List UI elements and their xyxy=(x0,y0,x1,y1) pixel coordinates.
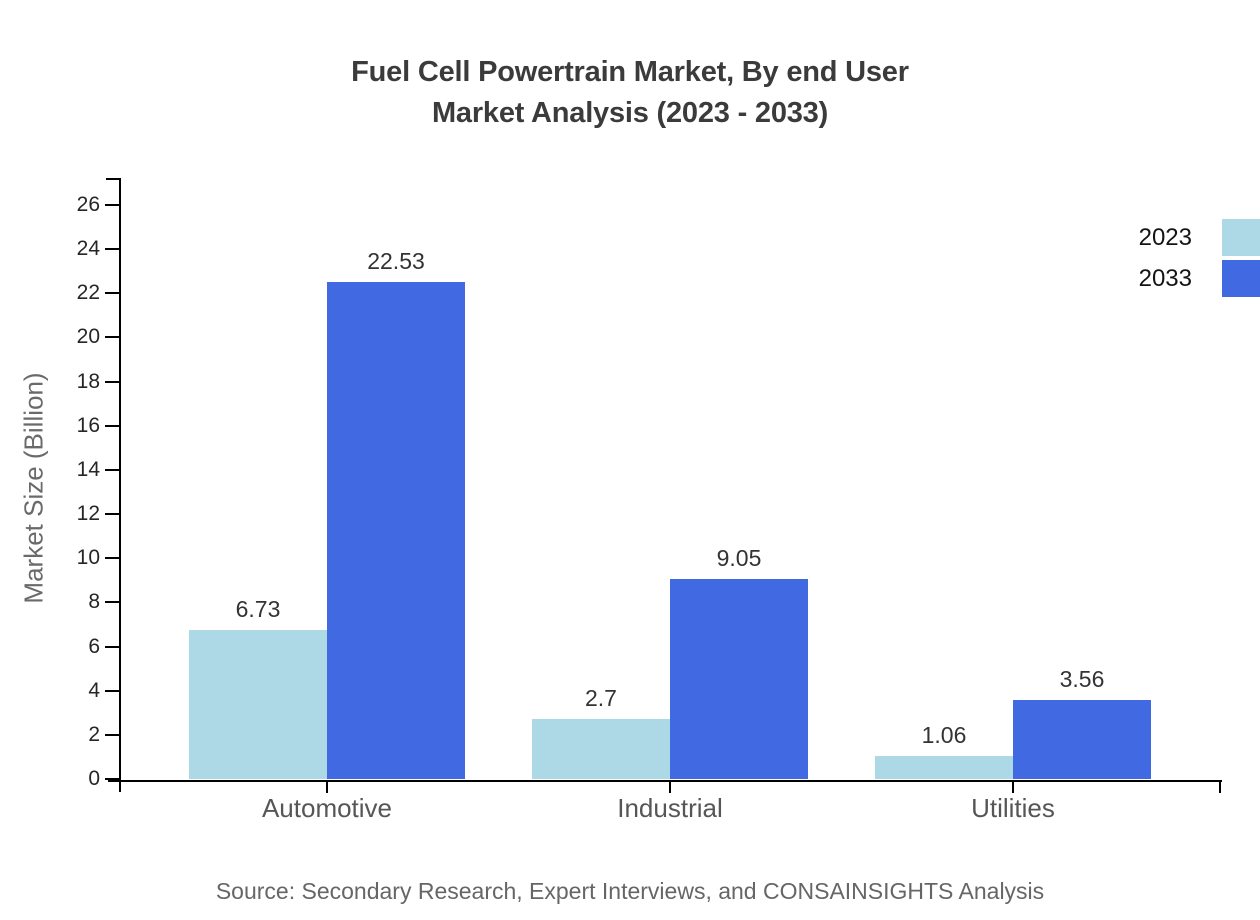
legend-swatch-2023 xyxy=(1222,219,1260,256)
y-tick-label: 26 xyxy=(76,192,100,216)
legend-row-2023: 2023 xyxy=(1139,219,1260,256)
legend-label-2033: 2033 xyxy=(1138,264,1192,292)
y-tick xyxy=(105,336,120,339)
y-tick-label: 14 xyxy=(76,457,100,481)
y-tick xyxy=(105,248,120,251)
bar-2023-automotive xyxy=(189,630,327,779)
y-tick-label: 2 xyxy=(88,722,100,746)
x-axis-line xyxy=(108,780,1222,782)
legend-swatch-2033 xyxy=(1222,260,1260,297)
bar-2033-industrial xyxy=(670,579,808,779)
bar-2033-utilities xyxy=(1013,700,1151,779)
x-axis-end-tick xyxy=(1219,780,1221,793)
chart-title-line1: Fuel Cell Powertrain Market, By end User xyxy=(351,56,909,88)
y-tick xyxy=(105,689,120,692)
value-label-2033-industrial: 9.05 xyxy=(716,545,762,571)
y-tick xyxy=(105,557,120,560)
y-tick-label: 24 xyxy=(76,237,100,261)
y-tick xyxy=(105,513,120,516)
y-tick-label: 6 xyxy=(88,634,100,658)
x-tick xyxy=(669,780,671,793)
y-tick-label: 22 xyxy=(76,281,100,305)
y-tick-label: 0 xyxy=(88,767,100,790)
x-tick xyxy=(1012,780,1014,793)
y-tick-label: 4 xyxy=(88,678,100,702)
value-label-2023-automotive: 6.73 xyxy=(235,596,281,622)
bar-2023-industrial xyxy=(532,719,670,779)
y-tick xyxy=(105,778,120,780)
x-tick xyxy=(326,780,328,793)
y-tick xyxy=(105,468,120,471)
y-tick xyxy=(105,733,120,736)
y-tick-label: 18 xyxy=(76,369,100,393)
y-tick xyxy=(105,424,120,427)
value-label-2023-industrial: 2.7 xyxy=(585,685,617,711)
bar-2033-automotive xyxy=(327,282,465,779)
value-label-2033-automotive: 22.53 xyxy=(367,248,425,274)
y-tick-label: 20 xyxy=(76,325,100,349)
value-label-2023-utilities: 1.06 xyxy=(921,722,967,748)
y-tick-label: 12 xyxy=(76,502,100,526)
category-label-automotive: Automotive xyxy=(261,793,393,823)
y-axis-end-tick xyxy=(106,178,120,180)
legend-row-2033: 2033 xyxy=(1139,260,1260,297)
y-tick xyxy=(105,203,120,206)
legend-label-2023: 2023 xyxy=(1138,223,1192,251)
y-tick xyxy=(105,601,120,604)
y-tick-label: 10 xyxy=(76,546,100,570)
y-tick xyxy=(105,645,120,648)
category-label-utilities: Utilities xyxy=(971,793,1055,823)
y-tick-label: 8 xyxy=(88,590,100,614)
source-note: Source: Secondary Research, Expert Inter… xyxy=(215,878,1045,904)
y-tick xyxy=(105,292,120,295)
chart-title: Fuel Cell Powertrain Market, By end User… xyxy=(0,52,1260,134)
legend: 2023 2033 xyxy=(1139,219,1260,301)
chart-title-line2: Market Analysis (2023 - 2033) xyxy=(431,97,829,129)
y-tick-label: 16 xyxy=(76,413,100,437)
category-label-industrial: Industrial xyxy=(617,793,723,823)
y-tick xyxy=(105,380,120,383)
y-axis-line xyxy=(119,178,121,792)
bar-2023-utilities xyxy=(875,756,1013,779)
value-label-2033-utilities: 3.56 xyxy=(1059,666,1105,692)
